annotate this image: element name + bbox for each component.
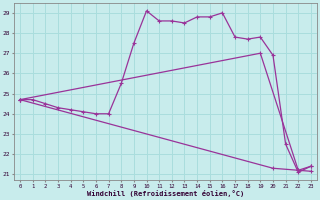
X-axis label: Windchill (Refroidissement éolien,°C): Windchill (Refroidissement éolien,°C) bbox=[87, 190, 244, 197]
